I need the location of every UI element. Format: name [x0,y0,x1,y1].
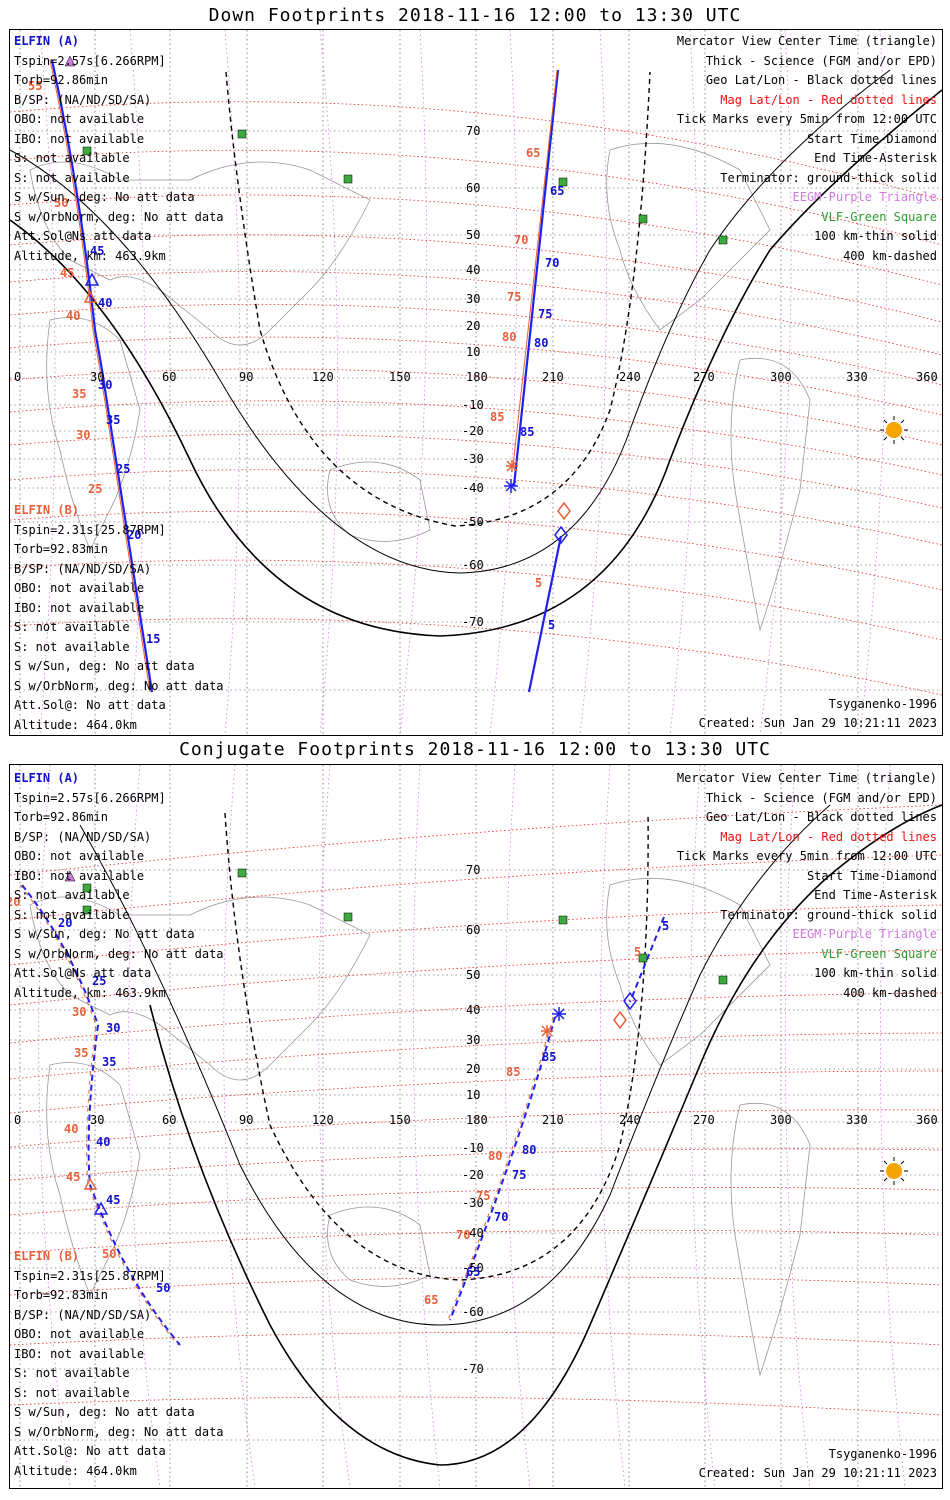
model-label: Tsyganenko-1996 [828,1447,937,1461]
down-footprints-map: 0 30 60 90 120 150 180 210 240 270 300 3… [9,29,943,736]
eegm-triangle [64,55,76,67]
start-diamond-a [623,991,637,1011]
start-diamond-b [613,1010,627,1030]
elfin-b-track-2 [447,1016,554,1321]
elfin-b-info: ELFIN (B) Tspin=2.31s[25.87RPM] Torb=92.… [14,1249,224,1478]
eegm-triangle [64,870,76,882]
start-diamond-a [554,525,568,545]
terminator-ground [149,804,942,1466]
geo-grid [10,765,942,1488]
sun-icon [880,1157,908,1185]
terminator-400km [225,71,651,527]
elfin-a-track-2 [629,916,665,1003]
conjugate-footprints-map: 0 30 60 90 120 150 180 210 240 270 300 3… [9,764,943,1489]
down-title: Down Footprints 2018-11-16 12:00 to 13:3… [208,5,742,26]
end-asterisk-b [541,1025,553,1037]
center-triangle-a [93,1201,109,1215]
start-diamond-b [557,501,571,521]
geo-grid [10,30,942,735]
elfin-a-track [50,59,154,693]
conjugate-title: Conjugate Footprints 2018-11-16 12:00 to… [179,739,771,760]
coastlines [29,877,811,1377]
sun-icon [880,416,908,444]
conj-map-canvas [10,765,942,1488]
model-label: Tsyganenko-1996 [828,697,937,711]
terminator-100km [10,69,891,574]
elfin-b-track [19,884,179,1346]
elfin-a-track-3 [449,1016,556,1321]
end-asterisk-a [552,1007,566,1021]
end-asterisk-b [506,460,518,472]
down-map-canvas [10,30,942,735]
created-label: Created: Sun Jan 29 10:21:11 2023 [698,1466,937,1480]
center-triangle-b [83,290,98,303]
elfin-b-track-2 [512,69,558,467]
terminator-400km [224,812,649,1281]
mag-grid [10,804,942,1416]
elfin-a-track-3 [527,535,563,693]
mag-meridians [38,765,906,1488]
center-triangle-b [83,1177,98,1190]
terminator-100km [79,804,831,1326]
elfin-a-track [21,884,181,1346]
elfin-a-info: ELFIN (A) Tspin=2.57s[6.266RPM] Torb=92.… [14,771,224,1000]
terminator-ground [10,89,942,637]
elfin-b-track [49,59,151,693]
mag-meridians [39,30,888,735]
map-legend: Mercator View Center Time (triangle) Thi… [676,34,937,263]
center-triangle-a [84,272,100,286]
end-asterisk-a [504,479,518,493]
map-legend: Mercator View Center Time (triangle) Thi… [676,771,937,1000]
coastlines [29,142,811,632]
vlf-green-squares [82,129,728,245]
elfin-a-track-2 [512,69,560,487]
elfin-b-info: ELFIN (B) Tspin=2.31s[25.87RPM] Torb=92.… [14,503,224,732]
elfin-a-info: ELFIN (A) Tspin=2.57s[6.266RPM] Torb=92.… [14,34,224,263]
created-label: Created: Sun Jan 29 10:21:11 2023 [698,716,937,730]
